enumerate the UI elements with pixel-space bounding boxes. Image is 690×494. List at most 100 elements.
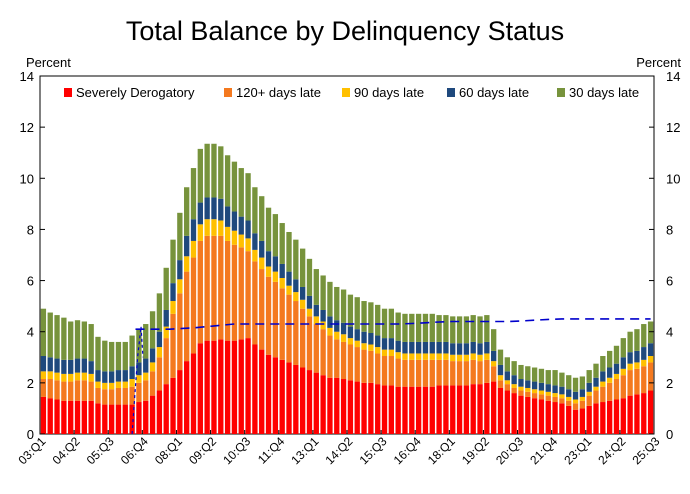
bar-segment-2-57 xyxy=(429,353,435,360)
x-tick-label-3: 06:Q4 xyxy=(118,434,151,467)
bar-segment-3-20 xyxy=(177,260,183,280)
bar-segment-1-30 xyxy=(245,251,251,339)
bar-segment-0-77 xyxy=(566,405,572,434)
bar-segment-0-40 xyxy=(313,372,319,434)
bar-segment-0-2 xyxy=(54,399,60,434)
bar-segment-0-27 xyxy=(224,340,231,434)
bar-segment-2-50 xyxy=(381,349,388,356)
bar-segment-4-5 xyxy=(74,320,81,359)
bar-segment-4-56 xyxy=(422,313,429,342)
bar-segment-3-80 xyxy=(586,382,592,392)
bar-segment-0-16 xyxy=(149,395,156,434)
bar-segment-3-56 xyxy=(422,341,429,354)
y-tick-label-left-2: 2 xyxy=(27,376,34,391)
bar-segment-0-65 xyxy=(484,382,490,434)
bar-segment-1-37 xyxy=(293,301,299,365)
y-tick-label-right-14: 14 xyxy=(666,69,680,84)
bar-segment-4-33 xyxy=(265,207,272,252)
bar-segment-4-11 xyxy=(115,341,122,371)
bar-segment-1-63 xyxy=(470,359,476,385)
bar-segment-1-49 xyxy=(375,353,381,385)
bar-segment-3-16 xyxy=(149,348,156,363)
bar-segment-0-73 xyxy=(538,399,545,434)
bar-segment-2-34 xyxy=(272,271,279,282)
bar-segment-3-68 xyxy=(504,371,510,381)
bar-segment-2-63 xyxy=(470,353,476,360)
bar-segment-3-30 xyxy=(245,220,251,239)
bar-segment-3-13 xyxy=(129,366,135,380)
bar-segment-0-15 xyxy=(143,400,149,434)
bar-segment-0-20 xyxy=(177,370,183,434)
x-tick-label-14: 20:Q3 xyxy=(493,434,526,467)
bar-segment-1-67 xyxy=(497,380,504,388)
bar-segment-4-77 xyxy=(566,375,572,390)
bar-segment-0-69 xyxy=(511,393,517,434)
bar-segment-4-49 xyxy=(375,304,381,336)
y-tick-label-left-14: 14 xyxy=(20,69,34,84)
bar-segment-3-12 xyxy=(122,370,128,382)
bar-segment-0-36 xyxy=(286,362,292,434)
bar-segment-1-58 xyxy=(436,359,442,386)
bar-segment-2-51 xyxy=(388,349,394,356)
bar-segment-0-17 xyxy=(156,390,163,434)
bar-segment-1-41 xyxy=(320,329,326,376)
bar-segment-3-9 xyxy=(102,371,108,383)
bar-segment-0-45 xyxy=(347,380,354,434)
bar-segment-1-25 xyxy=(211,235,217,341)
bar-segment-2-30 xyxy=(245,238,251,252)
bar-segment-1-70 xyxy=(518,390,524,396)
bar-segment-4-68 xyxy=(504,357,510,372)
bar-segment-2-87 xyxy=(634,362,640,369)
bar-segment-0-81 xyxy=(593,403,599,434)
bar-segment-1-20 xyxy=(177,293,183,371)
bar-segment-1-34 xyxy=(272,281,279,358)
x-tick-label-12: 18:Q1 xyxy=(425,434,458,467)
y-tick-label-left-10: 10 xyxy=(20,171,34,186)
bar-segment-0-32 xyxy=(259,349,265,434)
legend-label-4: 30 days late xyxy=(569,85,639,100)
bar-segment-3-40 xyxy=(313,304,319,317)
bar-segment-3-46 xyxy=(354,329,360,341)
bar-segment-3-62 xyxy=(463,343,470,355)
bar-segment-3-37 xyxy=(293,279,299,293)
bar-segment-0-11 xyxy=(115,404,122,434)
bar-segment-1-8 xyxy=(95,387,101,404)
bar-segment-4-18 xyxy=(163,267,169,310)
bar-segment-1-87 xyxy=(634,368,640,395)
bar-segment-3-0 xyxy=(40,356,47,372)
bar-segment-3-52 xyxy=(395,340,401,353)
bar-segment-4-15 xyxy=(143,324,149,359)
bar-segment-0-9 xyxy=(102,404,108,434)
x-tick-label-2: 05:Q3 xyxy=(84,434,117,467)
bar-segment-0-52 xyxy=(395,386,401,434)
bar-segment-1-26 xyxy=(218,235,224,340)
bar-segment-3-82 xyxy=(600,371,606,382)
bar-segment-2-88 xyxy=(641,359,647,367)
bar-segment-2-5 xyxy=(74,372,81,381)
bar-segment-4-69 xyxy=(511,361,517,376)
bar-segment-4-80 xyxy=(586,370,592,383)
bar-segment-0-55 xyxy=(415,386,422,434)
bar-segment-1-14 xyxy=(136,382,142,403)
bar-segment-4-45 xyxy=(347,294,354,327)
bar-segment-3-43 xyxy=(334,320,340,332)
bar-segment-0-79 xyxy=(579,408,586,434)
bar-segment-4-71 xyxy=(525,366,531,381)
bar-segment-1-66 xyxy=(491,366,497,382)
bar-segment-0-87 xyxy=(634,394,640,434)
bar-segment-1-12 xyxy=(122,387,128,405)
bars-layer xyxy=(40,143,654,434)
bar-segment-1-84 xyxy=(613,379,620,400)
chart-title: Total Balance by Delinquency Status xyxy=(126,16,564,46)
bar-segment-1-23 xyxy=(197,240,203,344)
bar-segment-0-10 xyxy=(108,404,115,434)
bar-segment-0-68 xyxy=(504,390,510,434)
bar-segment-3-21 xyxy=(184,235,190,257)
bar-segment-2-8 xyxy=(95,381,101,388)
bar-segment-1-89 xyxy=(647,362,654,391)
bar-segment-3-22 xyxy=(190,219,197,241)
y-tick-label-right-4: 4 xyxy=(666,325,673,340)
bar-segment-1-59 xyxy=(443,359,449,386)
bar-segment-0-89 xyxy=(647,390,654,434)
